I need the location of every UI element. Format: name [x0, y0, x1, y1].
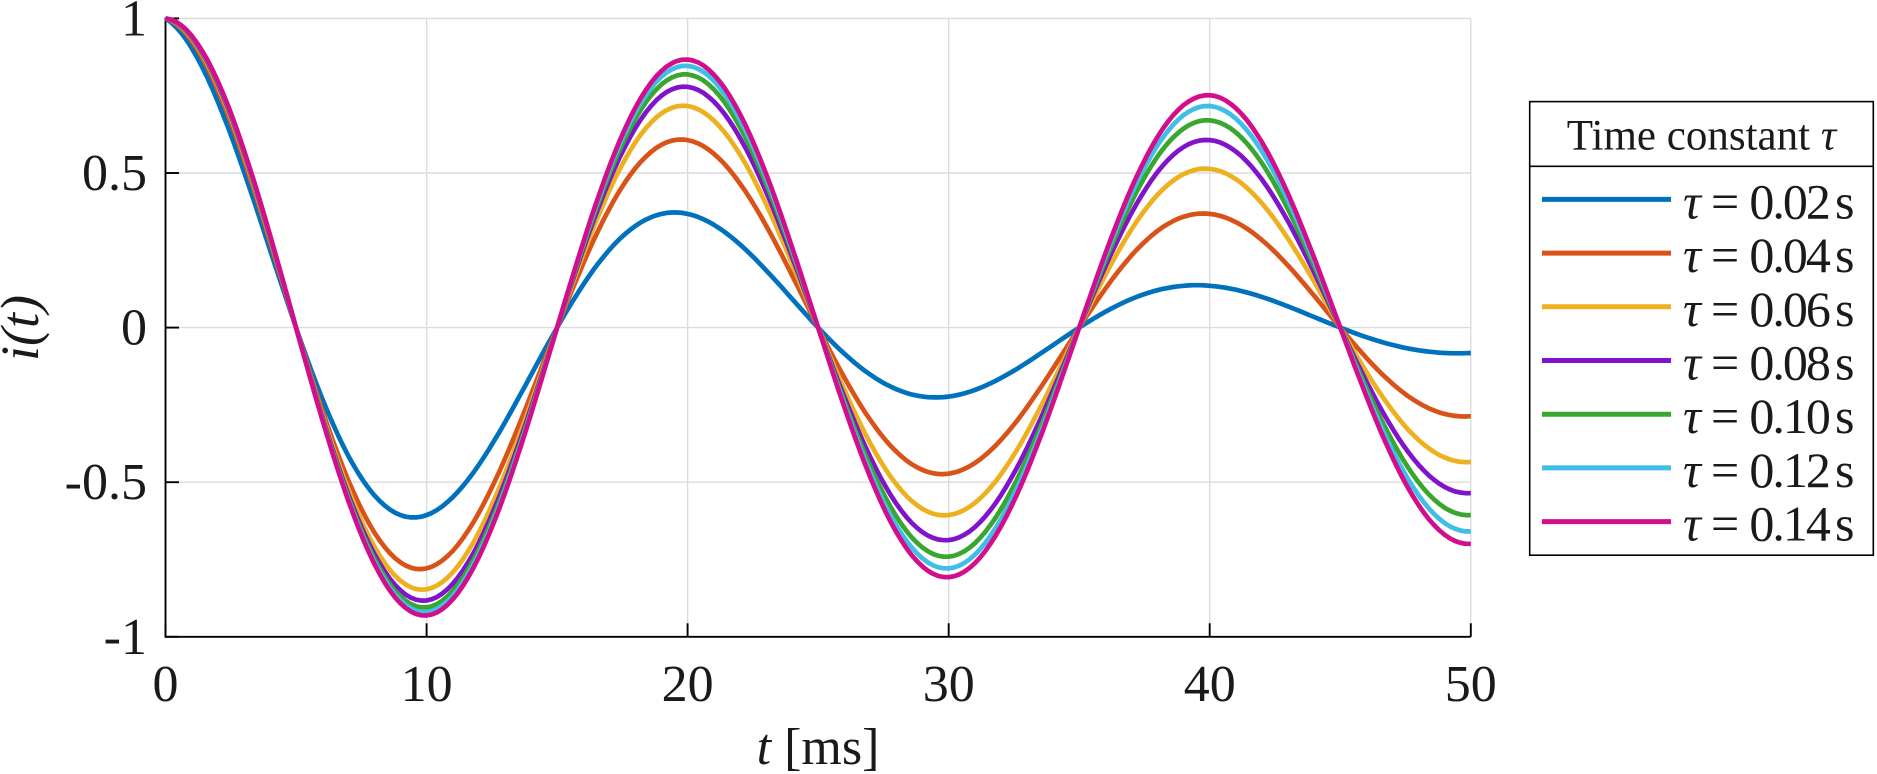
svg-text:τ=0.12s: τ = 0.12 s [1683, 442, 1854, 498]
svg-text:i(t): i(t) [0, 295, 50, 361]
svg-text:20: 20 [662, 656, 714, 713]
svg-text:10: 10 [401, 656, 453, 713]
svg-text:40: 40 [1184, 656, 1236, 713]
svg-text:τ=0.14s: τ = 0.14 s [1683, 496, 1854, 552]
svg-text:t [ms]: t [ms] [757, 719, 880, 774]
svg-text:0: 0 [121, 300, 147, 357]
svg-text:-1: -1 [104, 609, 147, 666]
svg-text:-0.5: -0.5 [65, 454, 147, 511]
svg-text:1: 1 [121, 0, 147, 47]
svg-text:30: 30 [923, 656, 975, 713]
svg-text:τ=0.04s: τ = 0.04 s [1683, 227, 1854, 283]
svg-text:Time constant τ: Time constant τ [1567, 112, 1838, 159]
svg-text:50: 50 [1445, 656, 1497, 713]
svg-text:τ=0.10s: τ = 0.10 s [1683, 388, 1854, 444]
svg-text:τ=0.02s: τ = 0.02 s [1683, 173, 1854, 229]
svg-text:0: 0 [153, 656, 179, 713]
svg-text:0.5: 0.5 [82, 145, 147, 202]
svg-text:τ=0.08s: τ = 0.08 s [1683, 335, 1854, 391]
svg-text:τ=0.06s: τ = 0.06 s [1683, 281, 1854, 337]
